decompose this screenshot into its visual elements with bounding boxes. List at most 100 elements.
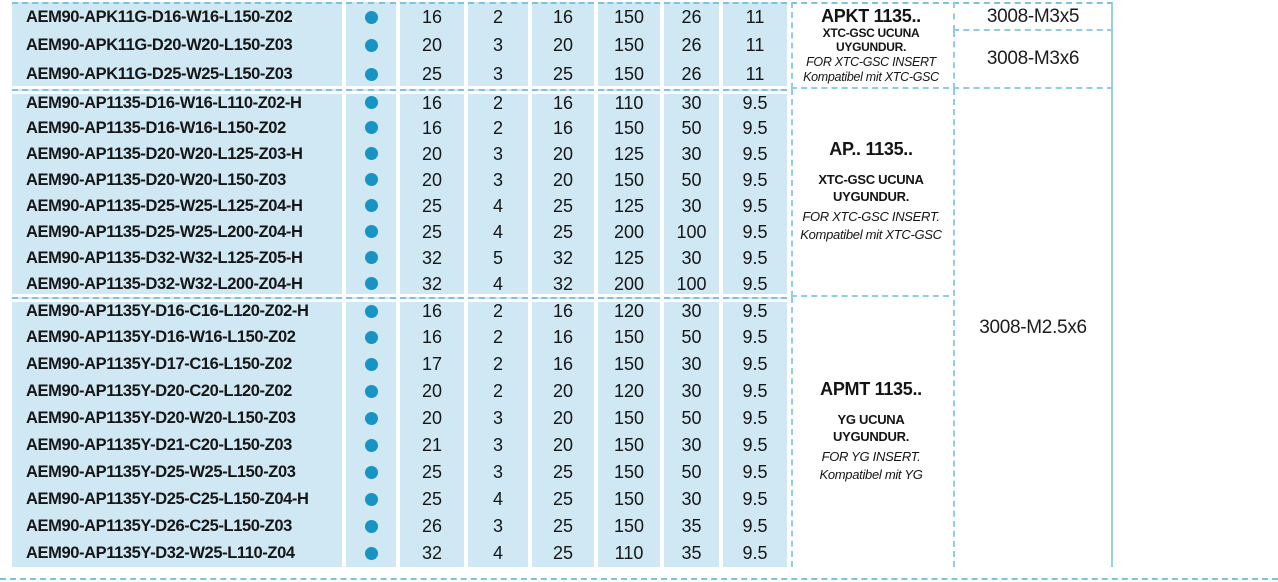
dim-ap: 9.5 bbox=[723, 115, 787, 141]
dim-d2: 20 bbox=[532, 405, 594, 432]
table-row: AEM90-AP1135-D16-W16-L110-Z02-H 16 2 16 … bbox=[12, 89, 1113, 567]
dim-ap: 9.5 bbox=[723, 540, 787, 567]
stock-dot-cell bbox=[346, 60, 396, 89]
stock-dot-cell bbox=[346, 245, 396, 271]
dim-ap: 9.5 bbox=[723, 219, 787, 245]
dim-z: 4 bbox=[468, 219, 528, 245]
dim-z: 3 bbox=[468, 432, 528, 459]
dim-d1: 25 bbox=[400, 193, 464, 219]
stock-dot-icon bbox=[364, 492, 378, 506]
stock-dot-cell bbox=[346, 89, 396, 115]
dim-d2: 20 bbox=[532, 432, 594, 459]
dim-d2: 16 bbox=[532, 297, 594, 324]
stock-dot-cell bbox=[346, 540, 396, 567]
dim-ap: 9.5 bbox=[723, 324, 787, 351]
dim-d2: 20 bbox=[532, 141, 594, 167]
dim-d2: 25 bbox=[532, 459, 594, 486]
table-row: AEM90-AP1135-D32-W32-L125-Z05-H 32 5 32 … bbox=[12, 245, 1113, 271]
product-code: AEM90-AP1135Y-D16-C16-L120-Z02-H bbox=[12, 297, 342, 324]
dim-l2: 100 bbox=[664, 271, 719, 297]
table-row: AEM90-AP1135Y-D32-W25-L110-Z04 32 4 25 1… bbox=[12, 540, 1113, 567]
dim-z: 2 bbox=[468, 297, 528, 324]
dim-l1: 150 bbox=[598, 115, 660, 141]
stock-dot-icon bbox=[364, 519, 378, 533]
table-row: AEM90-AP1135Y-D20-W20-L150-Z03 20 3 20 1… bbox=[12, 405, 1113, 432]
dim-d2: 25 bbox=[532, 513, 594, 540]
dim-d2: 20 bbox=[532, 31, 594, 60]
table-row: AEM90-AP1135-D16-W16-L150-Z02 16 2 16 15… bbox=[12, 115, 1113, 141]
dim-l1: 150 bbox=[598, 513, 660, 540]
stock-dot-icon bbox=[364, 121, 378, 135]
product-code: AEM90-AP1135Y-D16-W16-L150-Z02 bbox=[12, 324, 342, 351]
dim-d1: 16 bbox=[400, 324, 464, 351]
dim-ap: 9.5 bbox=[723, 167, 787, 193]
product-code: AEM90-AP1135-D20-W20-L150-Z03 bbox=[12, 167, 342, 193]
dim-d1: 25 bbox=[400, 219, 464, 245]
dim-z: 3 bbox=[468, 405, 528, 432]
dim-ap: 9.5 bbox=[723, 245, 787, 271]
insert-title: APKT 1135.. bbox=[821, 6, 921, 27]
stock-dot-cell bbox=[346, 297, 396, 324]
table-row: AEM90-AP1135Y-D16-W16-L150-Z02 16 2 16 1… bbox=[12, 324, 1113, 351]
product-code: AEM90-AP1135Y-D32-W25-L110-Z04 bbox=[12, 540, 342, 567]
bottom-dashed-divider bbox=[0, 578, 1278, 580]
dim-l1: 200 bbox=[598, 271, 660, 297]
dim-d1: 20 bbox=[400, 167, 464, 193]
dim-z: 4 bbox=[468, 193, 528, 219]
dim-ap: 9.5 bbox=[723, 513, 787, 540]
dim-ap: 9.5 bbox=[723, 486, 787, 513]
stock-dot-cell bbox=[346, 351, 396, 378]
stock-dot-icon bbox=[364, 225, 378, 239]
dim-l2: 26 bbox=[664, 31, 719, 60]
dim-l1: 150 bbox=[598, 351, 660, 378]
dim-l2: 30 bbox=[664, 486, 719, 513]
stock-dot-cell bbox=[346, 513, 396, 540]
dim-l1: 125 bbox=[598, 245, 660, 271]
dim-z: 3 bbox=[468, 459, 528, 486]
dim-z: 3 bbox=[468, 60, 528, 89]
dim-d1: 32 bbox=[400, 271, 464, 297]
stock-dot-icon bbox=[364, 330, 378, 344]
dim-d2: 32 bbox=[532, 271, 594, 297]
stock-dot-icon bbox=[364, 465, 378, 479]
dim-z: 3 bbox=[468, 167, 528, 193]
dim-z: 4 bbox=[468, 271, 528, 297]
insert-note-de: Kompatibel mit XTC-GSC bbox=[800, 227, 942, 243]
stock-dot-icon bbox=[364, 67, 378, 81]
dim-l2: 50 bbox=[664, 324, 719, 351]
dim-l2: 30 bbox=[664, 245, 719, 271]
dim-d1: 26 bbox=[400, 513, 464, 540]
dim-l1: 125 bbox=[598, 141, 660, 167]
table-row: AEM90-AP1135-D20-W20-L125-Z03-H 20 3 20 … bbox=[12, 141, 1113, 167]
dim-d1: 16 bbox=[400, 115, 464, 141]
dim-z: 3 bbox=[468, 513, 528, 540]
stock-dot-cell bbox=[346, 219, 396, 245]
dim-l2: 50 bbox=[664, 459, 719, 486]
dim-d1: 21 bbox=[400, 432, 464, 459]
stock-dot-icon bbox=[364, 199, 378, 213]
stock-dot-cell bbox=[346, 2, 396, 31]
dim-d2: 25 bbox=[532, 219, 594, 245]
dim-d2: 25 bbox=[532, 486, 594, 513]
dim-ap: 9.5 bbox=[723, 297, 787, 324]
dim-d1: 25 bbox=[400, 60, 464, 89]
dim-l2: 30 bbox=[664, 378, 719, 405]
dim-ap: 11 bbox=[723, 60, 787, 89]
dim-d1: 20 bbox=[400, 141, 464, 167]
stock-dot-cell bbox=[346, 405, 396, 432]
dim-l1: 125 bbox=[598, 193, 660, 219]
dim-d2: 16 bbox=[532, 115, 594, 141]
table-row: AEM90-APK11G-D25-W25-L150-Z03 25 3 25 15… bbox=[12, 60, 1113, 89]
dim-l1: 150 bbox=[598, 459, 660, 486]
dim-d1: 25 bbox=[400, 459, 464, 486]
product-code: AEM90-AP1135Y-D21-C20-L150-Z03 bbox=[12, 432, 342, 459]
stock-dot-cell bbox=[346, 271, 396, 297]
stock-dot-cell bbox=[346, 167, 396, 193]
dim-l2: 50 bbox=[664, 115, 719, 141]
table-row: AEM90-AP1135Y-D25-W25-L150-Z03 25 3 25 1… bbox=[12, 459, 1113, 486]
product-code: AEM90-AP1135-D16-W16-L110-Z02-H bbox=[12, 89, 342, 115]
dim-d1: 16 bbox=[400, 2, 464, 31]
dim-d2: 20 bbox=[532, 167, 594, 193]
insert-title: APMT 1135.. bbox=[820, 378, 922, 399]
